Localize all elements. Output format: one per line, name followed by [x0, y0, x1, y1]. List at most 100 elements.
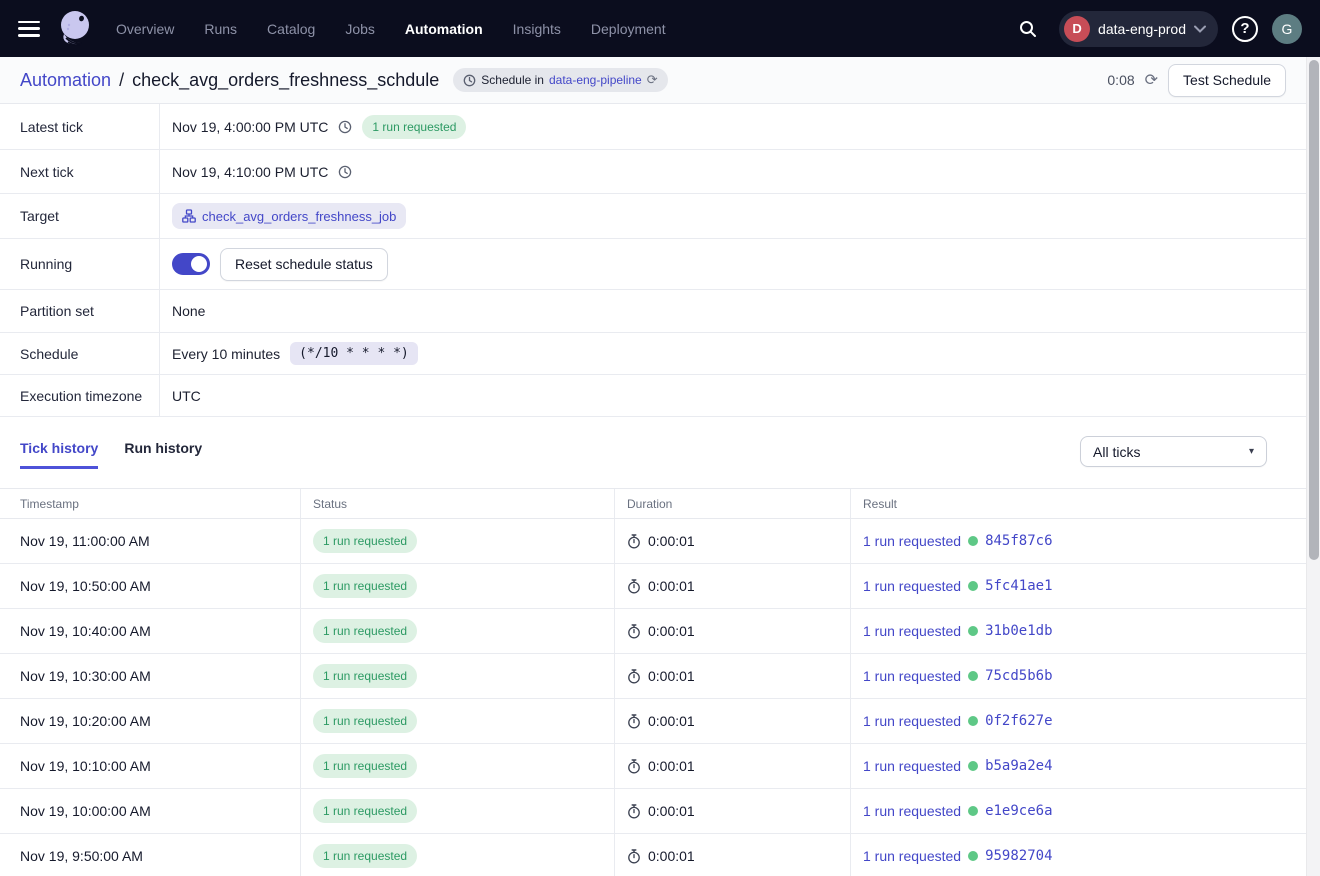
caret-down-icon: ▾	[1249, 446, 1254, 457]
run-id-link[interactable]: 95982704	[985, 848, 1052, 864]
tick-timestamp: Nov 19, 11:00:00 AM	[0, 519, 300, 563]
run-id-link[interactable]: 845f87c6	[985, 533, 1052, 549]
table-row: Nov 19, 11:00:00 AM 1 run requested 0:00…	[0, 519, 1306, 564]
run-status-dot-icon	[968, 716, 978, 726]
run-id-link[interactable]: 5fc41ae1	[985, 578, 1052, 594]
tick-duration: 0:00:01	[648, 623, 695, 639]
run-status-dot-icon	[968, 581, 978, 591]
tab-run-history[interactable]: Run history	[124, 432, 202, 466]
breadcrumb-automation-link[interactable]: Automation	[20, 70, 111, 91]
nav-item-automation[interactable]: Automation	[405, 21, 483, 37]
tab-tick-history[interactable]: Tick history	[20, 432, 98, 469]
schedule-details: Latest tick Nov 19, 4:00:00 PM UTC 1 run…	[0, 104, 1306, 417]
col-duration: Duration	[614, 489, 850, 518]
timezone-label: Execution timezone	[0, 375, 160, 416]
tick-timestamp: Nov 19, 10:20:00 AM	[0, 699, 300, 743]
running-row: Running Reset schedule status	[0, 239, 1306, 290]
col-timestamp: Timestamp	[0, 489, 300, 518]
schedule-row: Schedule Every 10 minutes (*/10 * * * *)	[0, 333, 1306, 375]
run-requested-link[interactable]: 1 run requested	[863, 758, 961, 774]
tick-timestamp: Nov 19, 9:50:00 AM	[0, 834, 300, 876]
run-requested-link[interactable]: 1 run requested	[863, 533, 961, 549]
nav-item-overview[interactable]: Overview	[116, 21, 174, 37]
nav-item-runs[interactable]: Runs	[204, 21, 237, 37]
nav-item-jobs[interactable]: Jobs	[345, 21, 375, 37]
table-row: Nov 19, 10:30:00 AM 1 run requested 0:00…	[0, 654, 1306, 699]
tick-timestamp: Nov 19, 10:30:00 AM	[0, 654, 300, 698]
reset-schedule-status-button[interactable]: Reset schedule status	[220, 248, 388, 281]
tick-duration: 0:00:01	[648, 758, 695, 774]
run-requested-link[interactable]: 1 run requested	[863, 713, 961, 729]
col-status: Status	[300, 489, 614, 518]
partition-set-label: Partition set	[0, 290, 160, 332]
sync-icon[interactable]: ⟳	[647, 72, 658, 88]
stopwatch-icon	[627, 804, 641, 819]
run-requested-link[interactable]: 1 run requested	[863, 848, 961, 864]
next-tick-time: Nov 19, 4:10:00 PM UTC	[172, 164, 328, 180]
run-status-dot-icon	[968, 626, 978, 636]
run-id-link[interactable]: e1e9ce6a	[985, 803, 1052, 819]
run-id-link[interactable]: 0f2f627e	[985, 713, 1052, 729]
running-toggle[interactable]	[172, 253, 210, 275]
scrollbar-track[interactable]	[1306, 57, 1320, 876]
nav-item-catalog[interactable]: Catalog	[267, 21, 315, 37]
tick-history-table: Timestamp Status Duration Result Nov 19,…	[0, 488, 1306, 876]
clock-icon	[338, 165, 352, 179]
scrollbar-thumb[interactable]	[1309, 60, 1319, 560]
timezone-value: UTC	[172, 388, 201, 404]
page-header: Automation / check_avg_orders_freshness_…	[0, 57, 1306, 104]
dagster-logo-icon[interactable]	[56, 8, 94, 50]
search-icon[interactable]	[1011, 12, 1045, 46]
target-job-link[interactable]: check_avg_orders_freshness_job	[172, 203, 406, 229]
user-avatar[interactable]: G	[1272, 14, 1302, 44]
tick-status-badge: 1 run requested	[313, 529, 417, 553]
table-row: Nov 19, 10:00:00 AM 1 run requested 0:00…	[0, 789, 1306, 834]
next-tick-label: Next tick	[0, 150, 160, 193]
partition-set-row: Partition set None	[0, 290, 1306, 333]
table-row: Nov 19, 10:10:00 AM 1 run requested 0:00…	[0, 744, 1306, 789]
nav-item-deployment[interactable]: Deployment	[591, 21, 666, 37]
tick-timestamp: Nov 19, 10:10:00 AM	[0, 744, 300, 788]
tick-filter-select[interactable]: All ticks ▾	[1080, 436, 1267, 467]
chevron-down-icon	[1194, 25, 1206, 33]
stopwatch-icon	[627, 534, 641, 549]
schedule-label: Schedule	[0, 333, 160, 374]
menu-icon[interactable]	[18, 21, 40, 37]
run-requested-link[interactable]: 1 run requested	[863, 668, 961, 684]
run-status-dot-icon	[968, 761, 978, 771]
run-requested-link[interactable]: 1 run requested	[863, 578, 961, 594]
run-id-link[interactable]: 75cd5b6b	[985, 668, 1052, 684]
tick-status-badge: 1 run requested	[313, 664, 417, 688]
stopwatch-icon	[627, 849, 641, 864]
tick-status-badge: 1 run requested	[313, 754, 417, 778]
latest-tick-time: Nov 19, 4:00:00 PM UTC	[172, 119, 328, 135]
table-row: Nov 19, 10:50:00 AM 1 run requested 0:00…	[0, 564, 1306, 609]
tick-status-badge: 1 run requested	[313, 799, 417, 823]
stopwatch-icon	[627, 624, 641, 639]
top-nav: Overview Runs Catalog Jobs Automation In…	[0, 0, 1320, 57]
tick-status-badge: 1 run requested	[313, 619, 417, 643]
tick-status-badge: 1 run requested	[313, 709, 417, 733]
badge-prefix: Schedule in	[481, 73, 544, 87]
latest-tick-row: Latest tick Nov 19, 4:00:00 PM UTC 1 run…	[0, 104, 1306, 150]
run-id-link[interactable]: 31b0e1db	[985, 623, 1052, 639]
table-header: Timestamp Status Duration Result	[0, 488, 1306, 519]
workspace-switcher[interactable]: D data-eng-prod	[1059, 11, 1218, 47]
test-schedule-button[interactable]: Test Schedule	[1168, 64, 1286, 97]
tick-duration: 0:00:01	[648, 713, 695, 729]
refresh-icon[interactable]: ⟳	[1145, 70, 1158, 90]
schedule-location-badge: Schedule in data-eng-pipeline ⟳	[453, 68, 667, 92]
stopwatch-icon	[627, 714, 641, 729]
tick-duration: 0:00:01	[648, 803, 695, 819]
help-icon[interactable]: ?	[1232, 16, 1258, 42]
latest-tick-status-badge: 1 run requested	[362, 115, 466, 139]
run-requested-link[interactable]: 1 run requested	[863, 623, 961, 639]
run-id-link[interactable]: b5a9a2e4	[985, 758, 1052, 774]
target-job-name: check_avg_orders_freshness_job	[202, 209, 396, 224]
timezone-row: Execution timezone UTC	[0, 375, 1306, 417]
clock-icon	[338, 120, 352, 134]
run-requested-link[interactable]: 1 run requested	[863, 803, 961, 819]
pipeline-link[interactable]: data-eng-pipeline	[549, 73, 642, 87]
nav-item-insights[interactable]: Insights	[513, 21, 561, 37]
run-status-dot-icon	[968, 536, 978, 546]
